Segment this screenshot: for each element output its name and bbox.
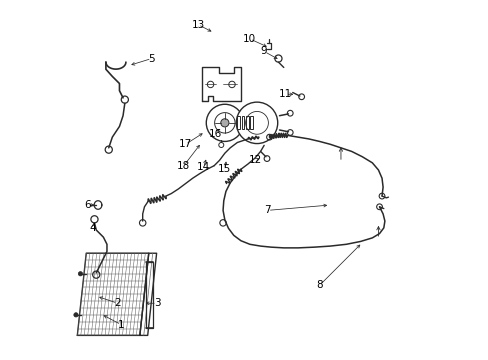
Circle shape: [236, 102, 277, 144]
Text: 17: 17: [179, 139, 192, 149]
Text: 4: 4: [89, 223, 96, 233]
Bar: [237, 116, 240, 129]
Text: 10: 10: [243, 34, 256, 44]
Circle shape: [74, 313, 78, 317]
Bar: [250, 116, 253, 129]
Text: 15: 15: [218, 164, 231, 174]
Text: 3: 3: [153, 298, 160, 308]
Circle shape: [245, 112, 268, 134]
Text: 6: 6: [84, 200, 90, 210]
Text: 7: 7: [264, 205, 270, 215]
Text: 18: 18: [177, 161, 190, 171]
Text: 8: 8: [316, 280, 322, 291]
Text: 13: 13: [191, 19, 204, 30]
Text: 9: 9: [260, 46, 267, 57]
Circle shape: [78, 272, 82, 276]
Text: 11: 11: [278, 89, 292, 99]
Bar: [146, 262, 152, 328]
Circle shape: [214, 113, 235, 133]
Text: 5: 5: [148, 54, 155, 64]
Text: 2: 2: [114, 298, 121, 308]
Bar: [245, 116, 248, 129]
Text: 16: 16: [209, 129, 222, 139]
Text: 12: 12: [248, 156, 261, 165]
Text: 14: 14: [196, 162, 210, 172]
Circle shape: [206, 104, 243, 141]
Circle shape: [220, 119, 228, 127]
Bar: [241, 116, 244, 129]
Text: 1: 1: [118, 320, 124, 330]
